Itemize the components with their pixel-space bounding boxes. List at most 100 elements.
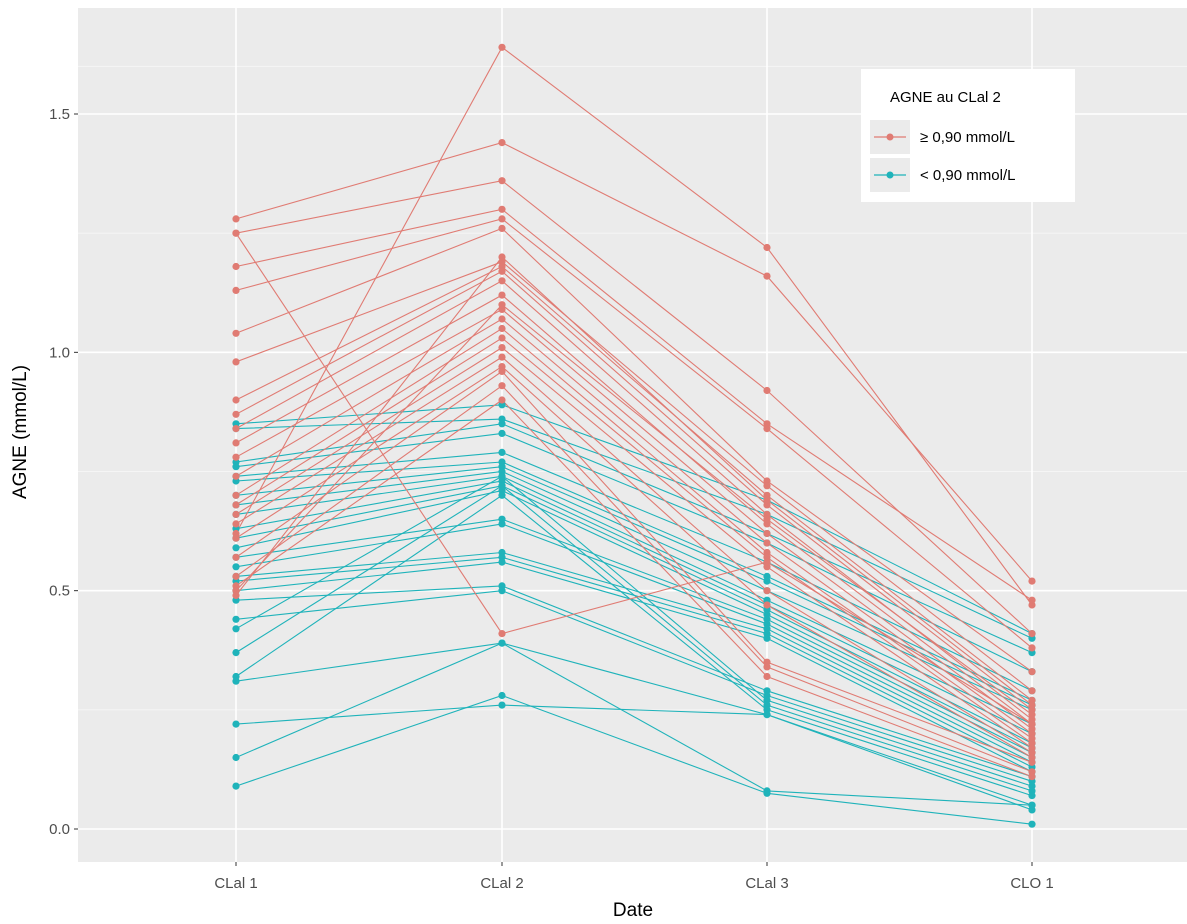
data-point-low <box>498 691 506 700</box>
series-line-high <box>235 142 1033 582</box>
data-point-high <box>232 501 240 509</box>
x-tick-label: CLO 1 <box>1010 875 1053 892</box>
data-point-high <box>498 277 506 285</box>
series-line-high <box>235 337 1033 744</box>
data-point-low <box>232 463 240 471</box>
data-point-low <box>1028 792 1036 800</box>
x-axis-ticks: CLal 1 CLal 2 CLal 3 CLO 1 <box>214 862 1054 892</box>
data-point-high <box>498 324 506 333</box>
data-point-high <box>232 520 240 528</box>
series-line-low <box>235 551 1033 763</box>
data-point-high <box>763 539 771 547</box>
data-point-high <box>232 472 240 480</box>
series-line-high <box>235 46 1033 606</box>
series-line-low <box>235 694 1033 825</box>
data-point-low <box>232 625 240 633</box>
data-point-high <box>498 344 506 352</box>
series-line-high <box>235 303 1033 716</box>
data-point-high <box>232 425 240 433</box>
data-point-low <box>498 472 506 480</box>
data-point-high <box>1028 630 1036 638</box>
data-point-high <box>498 291 506 299</box>
data-point-high <box>232 453 240 461</box>
series-line-high <box>235 294 1033 725</box>
series-line-low <box>235 590 1033 782</box>
series-line-low <box>235 485 1033 744</box>
data-point-low <box>498 639 506 647</box>
data-point-high <box>498 396 506 404</box>
data-point-high <box>498 353 506 361</box>
legend: AGNE au CLal 2 ≥ 0,90 mmol/L < 0,90 mmol… <box>861 69 1075 202</box>
series-line-low <box>235 523 1033 758</box>
series-line-high <box>235 232 1033 725</box>
data-point-high <box>763 529 771 538</box>
series-line-high <box>235 384 1033 773</box>
y-tick-label: 1.5 <box>49 106 70 123</box>
series-line-low <box>235 561 1033 773</box>
data-point-high <box>498 43 506 51</box>
data-point-high <box>232 215 240 223</box>
data-point-high <box>1028 577 1036 585</box>
data-point-high <box>232 534 240 542</box>
data-point-high <box>1028 773 1036 781</box>
data-point-low <box>763 577 771 585</box>
data-point-high <box>232 229 240 237</box>
data-point-low <box>232 649 240 657</box>
data-point-low <box>498 491 506 499</box>
data-point-low <box>763 634 771 642</box>
series-line-high <box>235 256 1033 706</box>
data-point-high <box>498 205 506 213</box>
legend-label-low: < 0,90 mmol/L <box>920 167 1015 184</box>
series-line-low <box>235 494 1033 797</box>
data-point-high <box>1028 711 1036 719</box>
data-point-high <box>232 491 240 499</box>
data-point-low <box>1028 820 1036 828</box>
data-point-low <box>232 544 240 552</box>
data-point-high <box>232 410 240 418</box>
series-line-low <box>235 423 1033 654</box>
data-point-high <box>1028 644 1036 652</box>
data-point-high <box>232 358 240 366</box>
data-point-low <box>232 753 240 762</box>
data-point-high <box>232 286 240 294</box>
x-tick-label: CLal 2 <box>480 875 523 892</box>
series-line-low <box>235 480 1033 735</box>
series-line-high <box>235 270 1033 711</box>
y-tick-label: 1.0 <box>49 344 70 361</box>
data-point-high <box>763 243 771 252</box>
data-point-high <box>763 558 771 566</box>
data-point-low <box>498 429 506 437</box>
data-point-low <box>498 420 506 428</box>
data-point-high <box>763 482 771 490</box>
data-point-high <box>232 262 240 271</box>
data-point-low <box>763 711 771 719</box>
series-line-low <box>235 475 1033 787</box>
legend-key-low <box>870 158 910 192</box>
series-line-high <box>235 327 1033 739</box>
y-tick-label: 0.0 <box>49 821 70 838</box>
data-point-high <box>498 630 506 638</box>
data-point-low <box>232 615 240 623</box>
data-point-high <box>498 139 506 147</box>
data-point-low <box>498 558 506 566</box>
data-point-low <box>232 677 240 685</box>
series-line-low <box>235 704 1033 811</box>
series-line-high <box>235 370 1033 763</box>
data-point-high <box>232 553 240 561</box>
data-point-low <box>232 782 240 790</box>
data-point-high <box>1028 720 1036 728</box>
series-points <box>232 43 1036 828</box>
data-point-high <box>1028 687 1036 695</box>
data-point-low <box>498 448 506 456</box>
legend-title: AGNE au CLal 2 <box>890 89 1001 106</box>
data-point-high <box>763 663 771 671</box>
series-line-low <box>235 404 1033 635</box>
data-point-high <box>232 439 240 447</box>
series-line-high <box>235 227 1033 673</box>
series-line-high <box>235 346 1033 749</box>
data-point-high <box>498 315 506 323</box>
data-point-high <box>232 510 240 518</box>
data-point-high <box>498 267 506 275</box>
y-tick-label: 0.5 <box>49 583 70 600</box>
